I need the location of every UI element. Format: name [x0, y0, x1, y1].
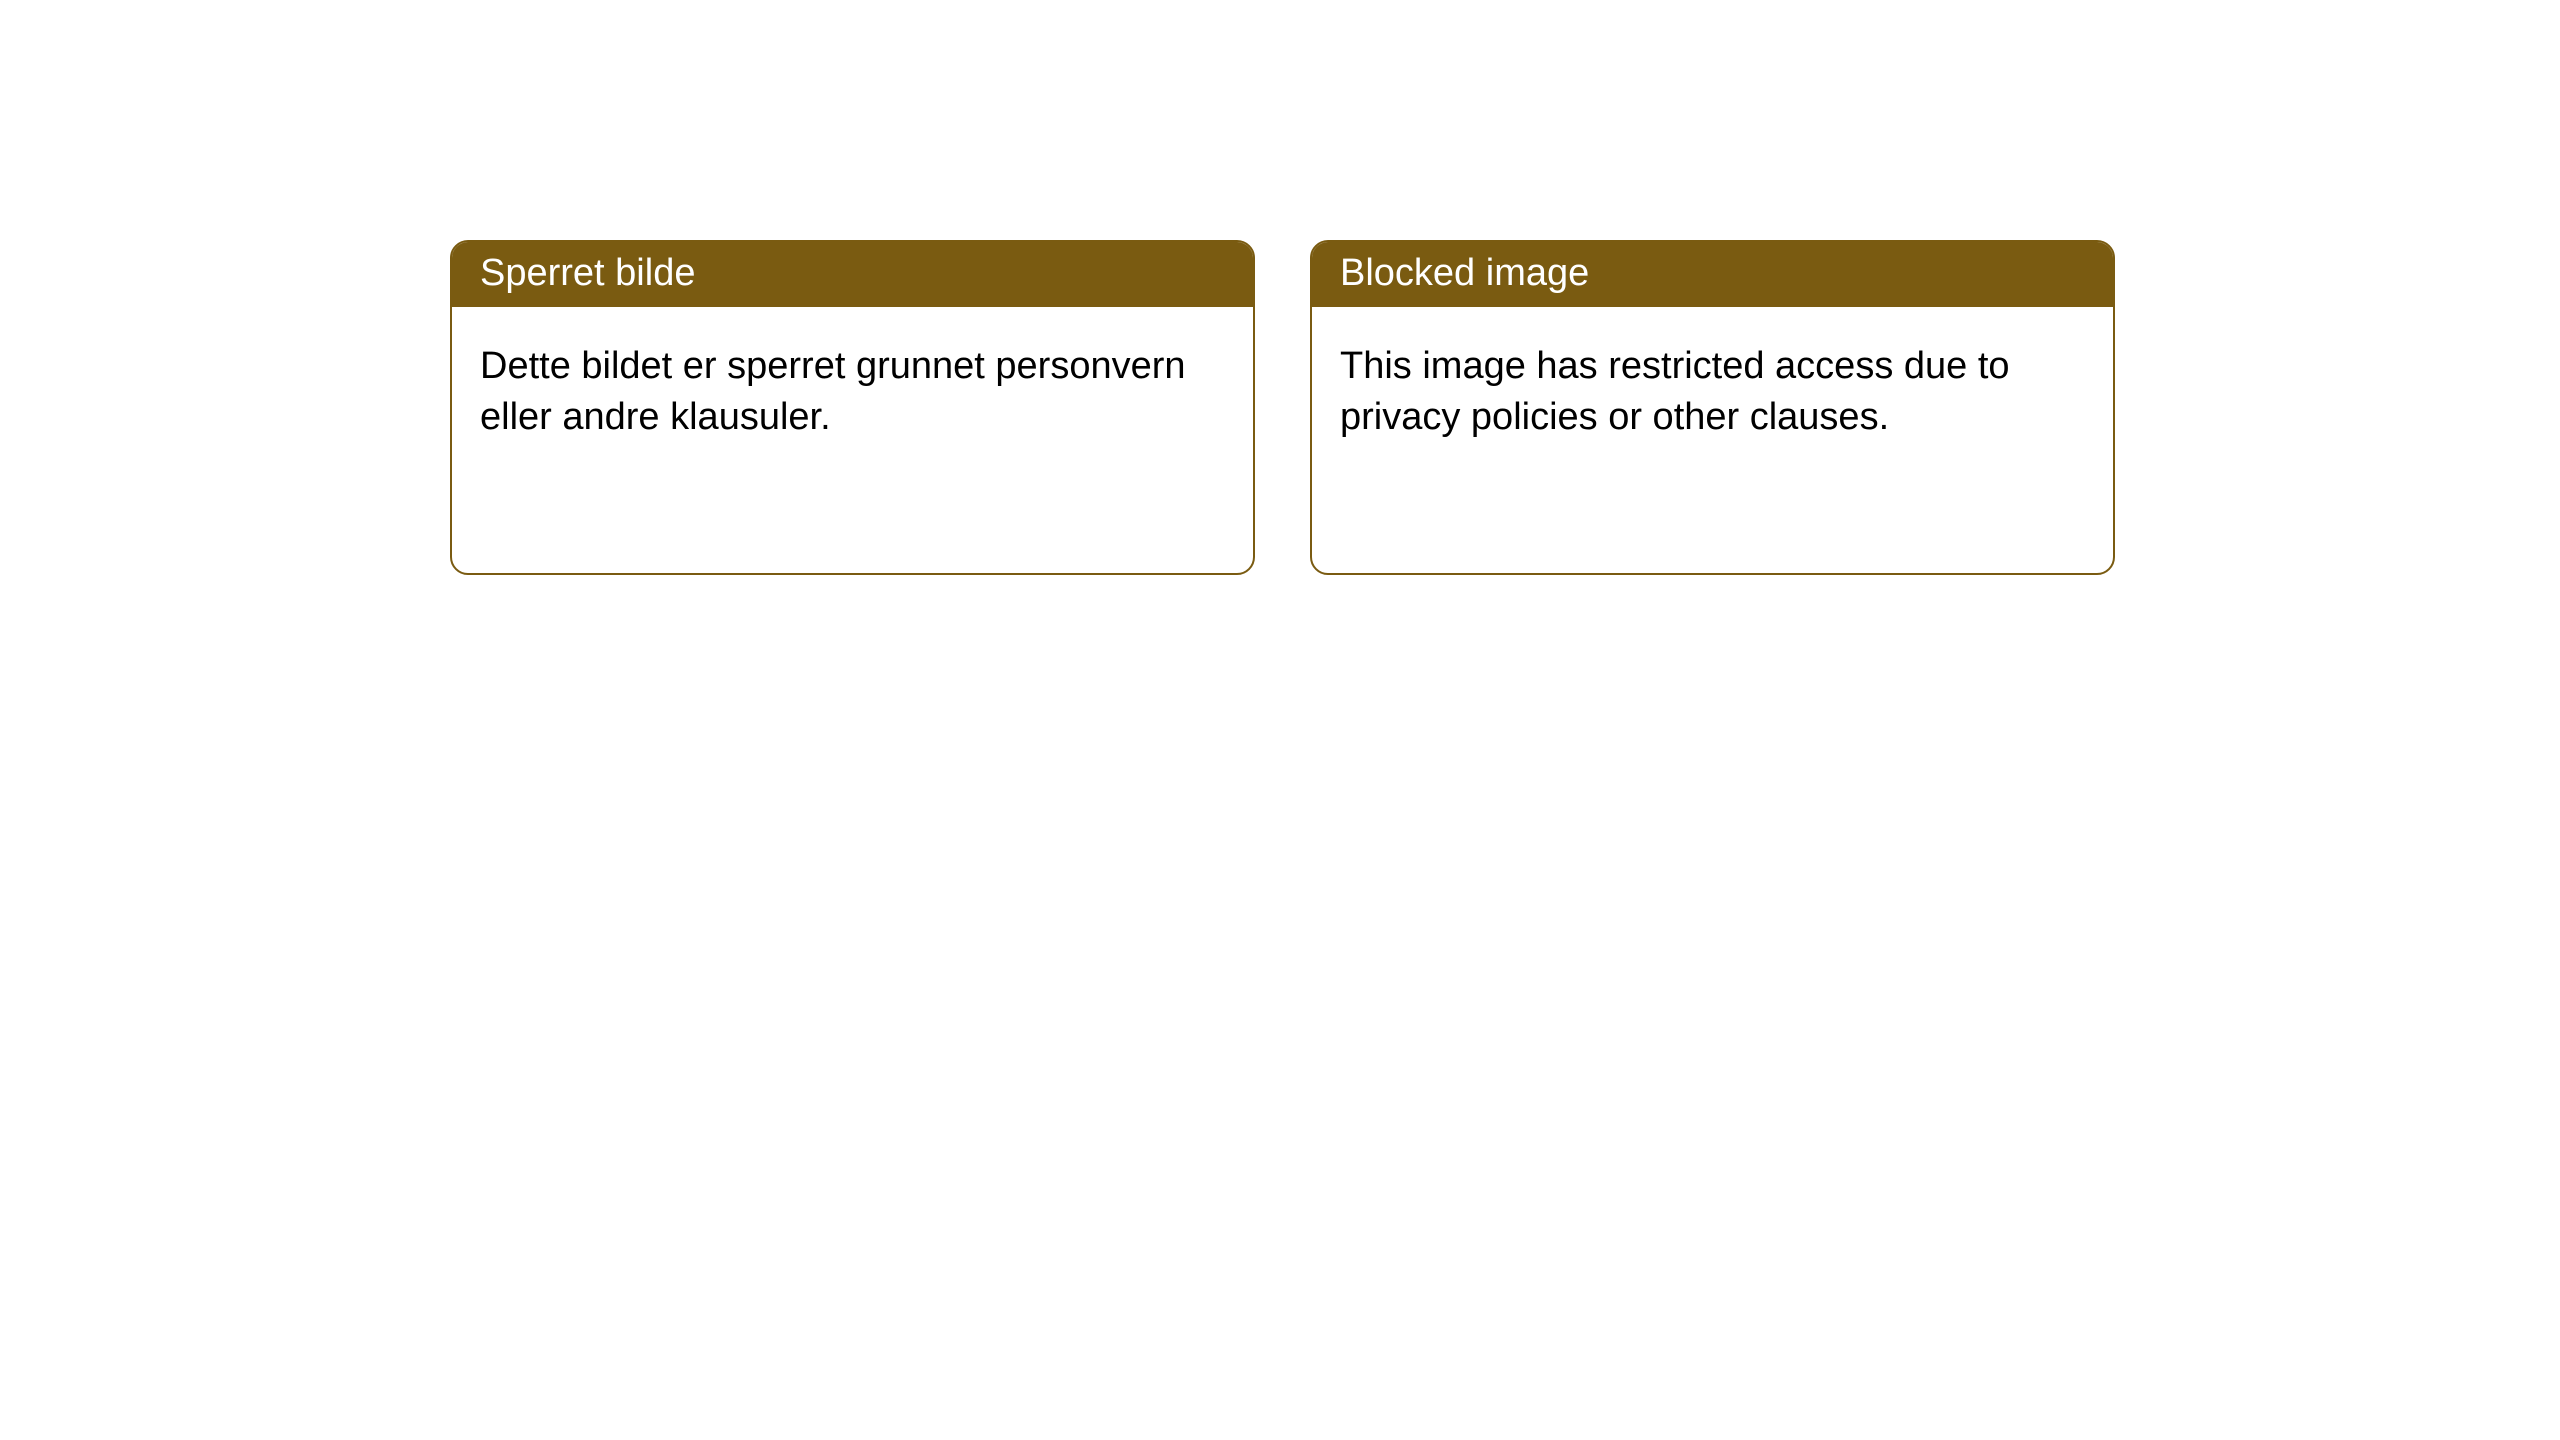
notice-card-title: Blocked image: [1312, 242, 2113, 307]
notice-card-english: Blocked image This image has restricted …: [1310, 240, 2115, 575]
notice-card-body: Dette bildet er sperret grunnet personve…: [452, 307, 1253, 478]
notice-card-norwegian: Sperret bilde Dette bildet er sperret gr…: [450, 240, 1255, 575]
notice-card-body: This image has restricted access due to …: [1312, 307, 2113, 478]
notice-container: Sperret bilde Dette bildet er sperret gr…: [0, 0, 2560, 575]
notice-card-title: Sperret bilde: [452, 242, 1253, 307]
